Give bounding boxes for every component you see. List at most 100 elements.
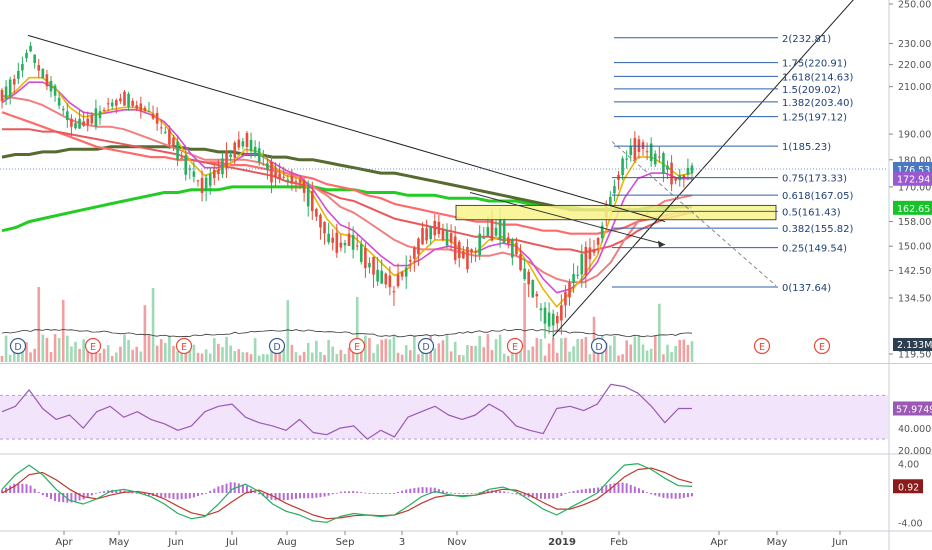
volume-bar: [278, 347, 281, 362]
candle-body: [37, 65, 41, 71]
macd-histogram-bar: [499, 490, 502, 493]
candle-body: [94, 108, 98, 127]
macd-histogram-bar: [188, 493, 191, 499]
volume-bar: [560, 338, 563, 362]
macd-histogram-bar: [650, 493, 653, 495]
macd-histogram-bar: [205, 493, 208, 494]
macd-histogram-bar: [229, 482, 232, 493]
candle-body: [217, 169, 220, 175]
candle-body: [413, 247, 416, 259]
macd-value-label: 0.92: [898, 482, 919, 493]
candle-body: [633, 138, 637, 160]
macd-histogram-bar: [245, 486, 248, 493]
volume-bar: [682, 339, 686, 362]
macd-histogram-bar: [143, 493, 146, 495]
x-tick-label: Apr: [55, 537, 73, 548]
candle-body: [302, 180, 306, 193]
macd-histogram-bar: [327, 493, 330, 496]
volume-bar: [168, 335, 171, 362]
candle-body: [143, 107, 147, 111]
earnings-marker: [175, 337, 193, 355]
candle-body: [686, 168, 690, 175]
candle-body: [115, 100, 118, 106]
candle-body: [233, 142, 237, 158]
volume-bar: [192, 344, 196, 362]
volume-bar: [519, 351, 522, 362]
macd-histogram-bar: [107, 490, 110, 493]
sma-50-line: [1, 94, 693, 284]
rsi-value-label: 57.9749: [896, 404, 932, 415]
candle-body: [74, 123, 77, 129]
macd-histogram-bar: [372, 493, 375, 494]
candle-body: [0, 89, 4, 101]
macd-histogram-bar: [572, 491, 575, 493]
volume-bar: [413, 335, 416, 362]
macd-histogram-bar: [78, 493, 81, 501]
macd-histogram-bar: [21, 483, 24, 493]
candle-body: [478, 233, 481, 256]
macd-histogram-bar: [401, 490, 404, 493]
price-label-box: [893, 171, 932, 186]
volume-bar: [580, 339, 584, 362]
candle-body: [621, 158, 624, 176]
macd-histogram-bar: [94, 493, 97, 494]
candle-body: [674, 177, 677, 181]
candle-body: [629, 145, 633, 156]
candle-body: [180, 157, 183, 159]
price-label-box: [893, 200, 932, 215]
macd-histogram-bar: [356, 491, 359, 493]
volume-bar: [82, 339, 85, 362]
candle-body: [506, 237, 510, 245]
volume-bar: [576, 338, 579, 362]
y-tick-label: 250.00: [898, 0, 931, 11]
candle-body: [98, 111, 102, 119]
volume-bar: [376, 344, 379, 362]
macd-histogram-bar: [446, 491, 449, 493]
macd-histogram-bar: [311, 493, 314, 499]
macd-histogram-bar: [433, 487, 436, 493]
volume-bar: [221, 347, 224, 362]
volume-bar: [637, 335, 641, 362]
candle-body: [429, 226, 432, 240]
volume-bar: [421, 352, 424, 362]
candle-body: [192, 171, 196, 177]
event-marker-label: E: [512, 342, 518, 353]
candle-body: [625, 158, 628, 160]
fib-level-label: 1.618(214.63): [782, 72, 854, 83]
macd-histogram-bar: [597, 487, 600, 493]
x-tick-label: May: [767, 537, 788, 548]
x-tick-label: Aug: [277, 537, 297, 548]
ema-fast-line: [1, 76, 693, 308]
macd-histogram-bar: [315, 493, 318, 498]
macd-histogram-bar: [58, 493, 61, 502]
volume-bar: [127, 340, 130, 362]
volume-bar: [662, 354, 665, 362]
candle-body: [572, 274, 575, 283]
macd-histogram-bar: [74, 493, 77, 502]
macd-histogram-bar: [515, 493, 518, 495]
macd-histogram-bar: [503, 491, 506, 493]
candle-body: [66, 111, 69, 121]
candle-body: [274, 172, 277, 178]
macd-histogram-bar: [282, 493, 285, 501]
volume-bar: [270, 342, 273, 362]
candle-body: [196, 180, 200, 182]
candle-body: [576, 274, 579, 276]
volume-bar: [678, 340, 682, 362]
volume-bar: [592, 316, 596, 362]
macd-histogram-bar: [294, 493, 297, 499]
y-tick-label: 170.00: [898, 182, 931, 193]
macd-histogram-bar: [511, 493, 514, 494]
candle-body: [372, 257, 375, 275]
macd-histogram-bar: [617, 483, 620, 493]
candle-body: [359, 244, 363, 262]
fib-level-label: 0.618(167.05): [782, 191, 854, 202]
volume-bar: [188, 349, 192, 362]
macd-histogram-bar: [360, 492, 363, 493]
macd-histogram-bar: [552, 493, 555, 499]
candle-body: [462, 251, 465, 259]
candle-body: [172, 137, 175, 147]
candle-body: [135, 105, 139, 109]
candle-body: [580, 253, 584, 275]
